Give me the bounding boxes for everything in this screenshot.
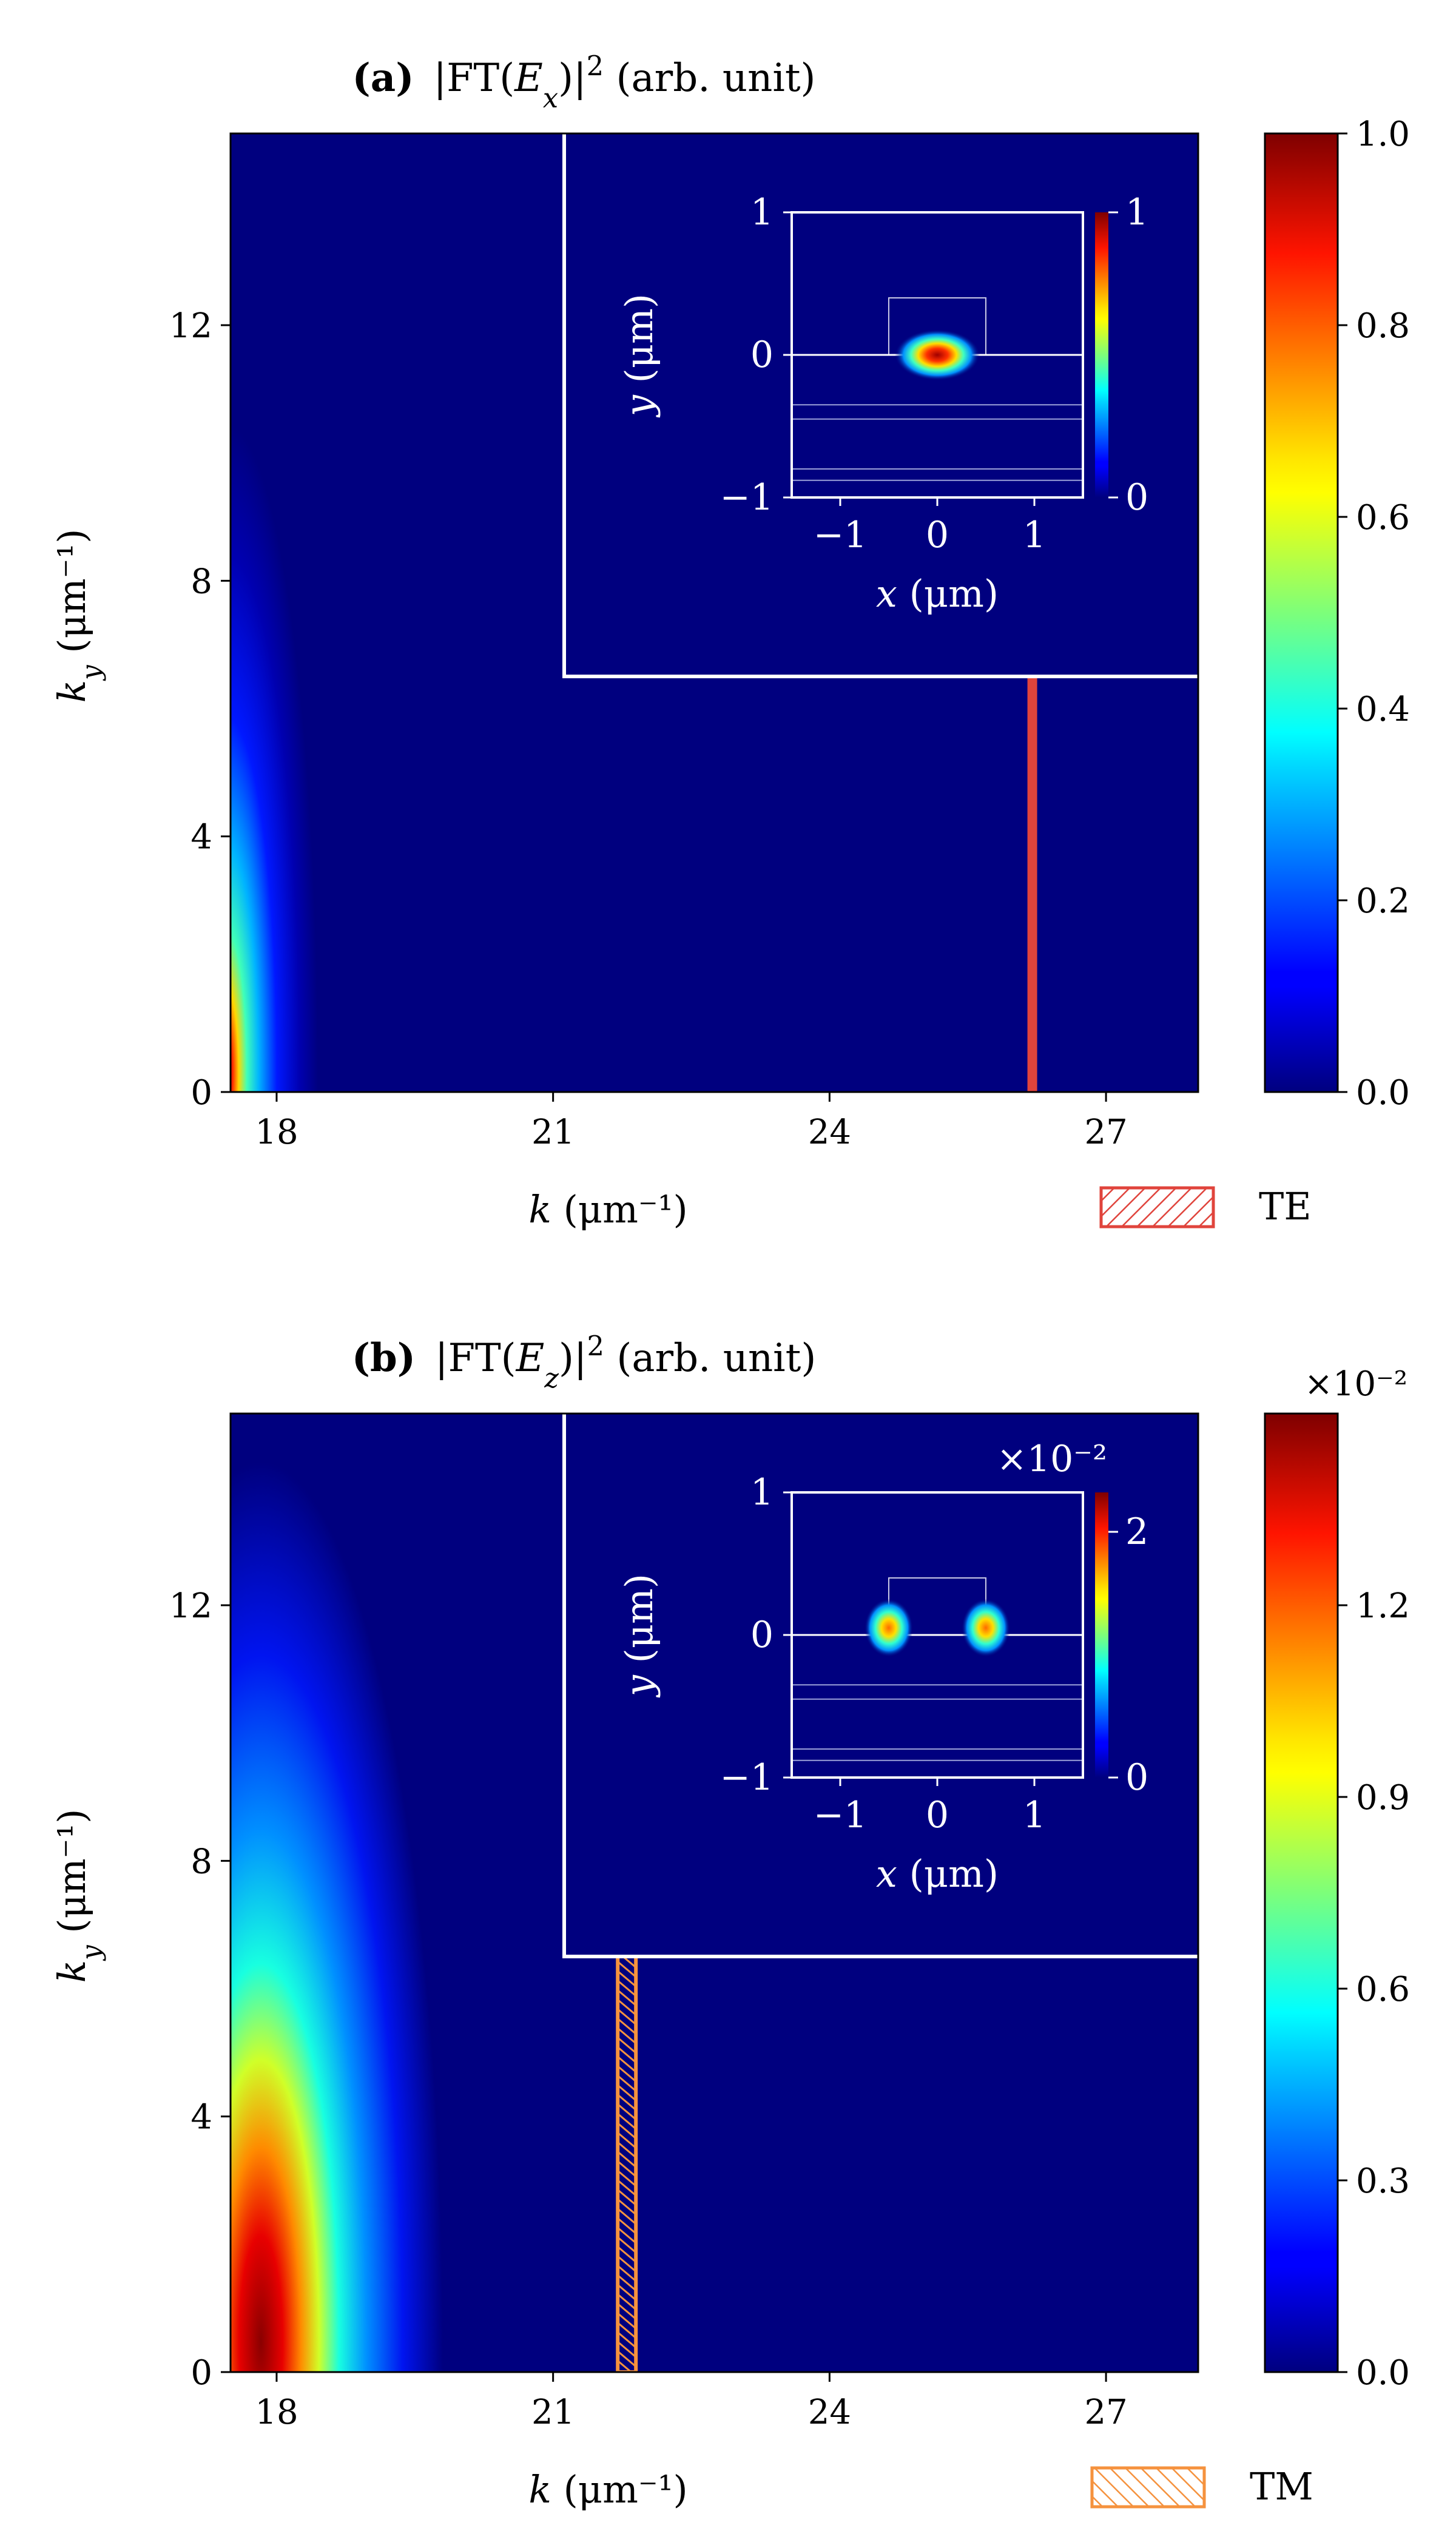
panel-b: (b) |FT(Ez)|2 (arb. unit) −1 0 1 −1 0 1 x (μm) y…	[50, 1330, 1410, 2512]
inset-y-tick-label: −1	[720, 476, 774, 519]
y-tick-label: 4	[190, 2098, 212, 2137]
y-tick-label: 12	[169, 1586, 212, 1626]
panel-title: (b) |FT(Ez)|2 (arb. unit)	[352, 1330, 817, 1394]
inset-y-axis-label: y (μm)	[617, 1574, 661, 1698]
axes-frame	[229, 1412, 1199, 2373]
y-axis-label: ky (μm⁻¹)	[50, 1809, 107, 1983]
inset-border	[562, 1414, 1198, 1958]
colorbar-tick-label: 0.9	[1356, 1778, 1410, 1818]
inset-colorbar	[1095, 212, 1108, 497]
inset-x-tick-label: −1	[814, 514, 867, 556]
colorbar-tick-label: 0.3	[1356, 2162, 1410, 2201]
x-tick-label: 24	[808, 1113, 851, 1152]
inset-colorbar	[1095, 1492, 1108, 1778]
x-tick-label: 18	[255, 2393, 298, 2432]
colorbar-tick-label: 0.4	[1356, 690, 1410, 729]
legend-label: TM	[1250, 2464, 1313, 2509]
inset-x-tick-label: 1	[1023, 1794, 1046, 1836]
x-tick-label: 21	[531, 1113, 575, 1152]
inset-y-tick-label: 1	[750, 191, 774, 234]
legend-swatch	[1090, 2466, 1206, 2509]
y-tick-label: 8	[190, 562, 212, 601]
inset-x-tick-label: −1	[814, 1794, 867, 1836]
inset-y-tick-label: 0	[750, 334, 774, 376]
inset-border	[562, 133, 1198, 678]
axes-frame	[229, 132, 1199, 1093]
panel-a: (a) |FT(Ex)|2 (arb. unit) −1 0 1 −1 0 1 x (μm) y…	[50, 50, 1410, 1232]
panel-title: (a) |FT(Ex)|2 (arb. unit)	[352, 50, 816, 114]
x-tick-label: 27	[1084, 1113, 1127, 1152]
inset-y-tick-label: 1	[750, 1471, 774, 1514]
x-tick-label: 24	[808, 2393, 851, 2432]
y-tick-label: 0	[190, 2353, 212, 2393]
legend-label: TE	[1259, 1184, 1312, 1228]
inset-x-tick-label: 0	[926, 514, 949, 556]
colorbar-tick-label: 1.0	[1356, 115, 1410, 154]
colorbar-tick-label: 0.6	[1356, 498, 1410, 538]
y-tick-label: 4	[190, 818, 212, 857]
colorbar-tick-label: 0.8	[1356, 306, 1410, 346]
inset-colorbar-tick-label: 0	[1125, 476, 1148, 519]
colorbar-tick-label: 0.0	[1356, 1073, 1410, 1113]
colorbar-multiplier: ×10⁻²	[1304, 1364, 1407, 1404]
colorbar	[1264, 132, 1339, 1093]
colorbar-tick-label: 1.2	[1356, 1586, 1410, 1626]
y-axis-label: ky (μm⁻¹)	[50, 529, 107, 703]
inset-colorbar-multiplier: ×10⁻²	[997, 1438, 1107, 1480]
inset-y-axis-label: y (μm)	[617, 294, 661, 418]
inset-y-tick-label: 0	[750, 1614, 774, 1656]
inset-x-axis-label: x (μm)	[876, 1852, 999, 1896]
inset-colorbar-tick-label: 1	[1125, 191, 1148, 234]
y-tick-label: 0	[190, 1073, 212, 1113]
inset-mode-lobe	[895, 329, 980, 380]
y-tick-label: 12	[169, 306, 212, 346]
inset-mode-lobe-left	[864, 1599, 913, 1657]
inset-x-tick-label: 1	[1023, 514, 1046, 556]
x-tick-label: 18	[255, 1113, 298, 1152]
y-tick-label: 8	[190, 1842, 212, 1881]
inset-colorbar-tick-label: 2	[1125, 1511, 1148, 1553]
colorbar	[1264, 1412, 1339, 2373]
inset-colorbar-tick-label: 0	[1125, 1756, 1148, 1799]
x-axis-label: k (μm⁻¹)	[528, 2467, 687, 2512]
x-tick-label: 27	[1084, 2393, 1127, 2432]
inset-y-tick-label: −1	[720, 1756, 774, 1799]
inset-x-tick-label: 0	[926, 1794, 949, 1836]
inset-mode-lobe-right	[962, 1599, 1010, 1657]
x-axis-label: k (μm⁻¹)	[528, 1187, 687, 1232]
x-tick-label: 21	[531, 2393, 575, 2432]
colorbar-tick-label: 0.2	[1356, 881, 1410, 921]
colorbar-tick-label: 0.6	[1356, 1970, 1410, 2009]
colorbar-tick-label: 0.0	[1356, 2353, 1410, 2393]
legend-swatch	[1099, 1186, 1215, 1228]
inset-x-axis-label: x (μm)	[876, 571, 999, 616]
